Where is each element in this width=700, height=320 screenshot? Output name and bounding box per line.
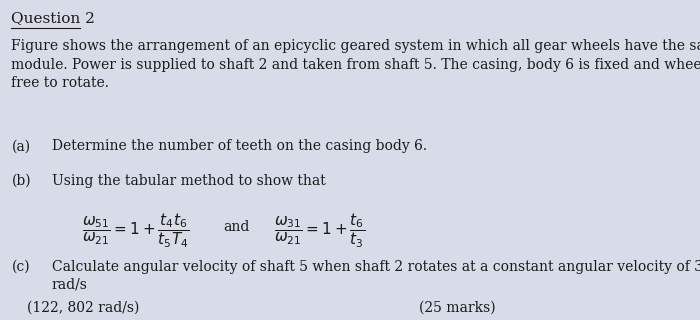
Text: (122, 802 rad/s): (122, 802 rad/s) [27,301,139,315]
Text: and: and [223,220,250,234]
Text: Figure shows the arrangement of an epicyclic geared system in which all gear whe: Figure shows the arrangement of an epicy… [11,39,700,90]
Text: (25 marks): (25 marks) [419,301,496,315]
Text: $\dfrac{\omega_{31}}{\omega_{21}} = 1 + \dfrac{t_6}{t_3}$: $\dfrac{\omega_{31}}{\omega_{21}} = 1 + … [274,212,365,250]
Text: (c): (c) [11,260,30,274]
Text: Determine the number of teeth on the casing body 6.: Determine the number of teeth on the cas… [52,139,427,153]
Text: (b): (b) [11,174,31,188]
Text: Using the tabular method to show that: Using the tabular method to show that [52,174,326,188]
Text: Question 2: Question 2 [11,11,95,25]
Text: (a): (a) [11,139,31,153]
Text: Calculate angular velocity of shaft 5 when shaft 2 rotates at a constant angular: Calculate angular velocity of shaft 5 wh… [52,260,700,292]
Text: $\dfrac{\omega_{51}}{\omega_{21}} = 1 + \dfrac{t_4 t_6}{t_5 T_4}$: $\dfrac{\omega_{51}}{\omega_{21}} = 1 + … [82,212,190,250]
